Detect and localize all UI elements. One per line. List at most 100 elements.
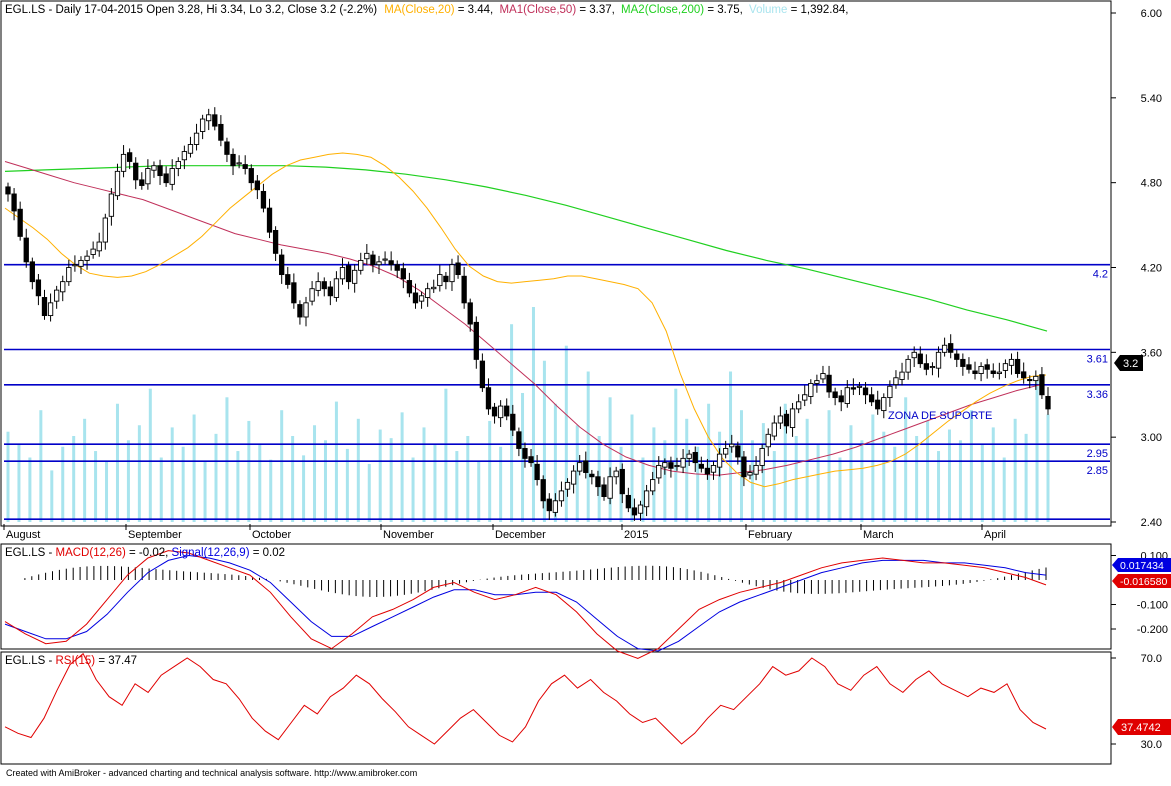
candle-body-down bbox=[126, 152, 133, 162]
volume-bar bbox=[1002, 457, 1006, 522]
candle-body-down bbox=[1045, 395, 1051, 410]
volume-value: = 1,392.84, bbox=[787, 4, 848, 16]
rsi-badge: 37.4742 bbox=[1112, 719, 1171, 735]
candle-body-up bbox=[418, 295, 425, 302]
candle bbox=[522, 442, 528, 468]
candle-body-up bbox=[78, 259, 84, 267]
candle-body-up bbox=[66, 267, 72, 283]
candle-body-down bbox=[297, 304, 303, 318]
candle bbox=[570, 465, 577, 494]
volume-bar bbox=[28, 457, 32, 522]
candle bbox=[17, 201, 23, 241]
candle-body-down bbox=[735, 445, 741, 458]
candle bbox=[826, 365, 832, 398]
candle bbox=[637, 500, 644, 521]
candle-body-down bbox=[272, 230, 279, 254]
candle-body-up bbox=[814, 380, 820, 384]
candle bbox=[698, 456, 704, 473]
candle bbox=[120, 145, 127, 178]
volume-bar bbox=[477, 461, 481, 522]
candle bbox=[230, 148, 236, 176]
candle bbox=[467, 298, 473, 332]
support-line-label: 3.36 bbox=[1087, 389, 1108, 401]
candle bbox=[224, 137, 230, 163]
candle-body-up bbox=[364, 252, 370, 260]
candle bbox=[242, 155, 248, 175]
candle-body-up bbox=[437, 274, 443, 287]
candle bbox=[126, 148, 133, 170]
candle-body-down bbox=[388, 260, 394, 266]
candle-body-up bbox=[151, 165, 157, 171]
candle bbox=[619, 463, 625, 504]
candle-body-up bbox=[175, 161, 181, 169]
signal-line bbox=[4, 554, 1047, 652]
candle-body-up bbox=[199, 118, 206, 132]
ma50-line bbox=[4, 161, 1041, 476]
candle-body-down bbox=[984, 364, 990, 370]
candle bbox=[510, 404, 516, 437]
candle bbox=[254, 175, 261, 200]
candle bbox=[850, 378, 857, 396]
candle bbox=[844, 380, 850, 408]
candle-body-down bbox=[467, 302, 473, 325]
candle bbox=[260, 183, 267, 213]
rsi-series: 70.0 30.0 bbox=[4, 652, 1162, 751]
volume-bar bbox=[575, 425, 579, 522]
price-tick-label: 6.00 bbox=[1141, 8, 1162, 20]
candle bbox=[875, 390, 881, 415]
volume-bar bbox=[816, 444, 820, 522]
volume-bar bbox=[214, 433, 218, 522]
candle-body-up bbox=[193, 132, 200, 145]
candle bbox=[589, 469, 595, 485]
candle bbox=[358, 252, 364, 275]
candle bbox=[303, 296, 309, 327]
volume-bar bbox=[838, 457, 842, 522]
volume-bar bbox=[115, 403, 119, 522]
candle bbox=[412, 283, 419, 309]
candle-body-up bbox=[613, 470, 619, 478]
rsi-badge-text: 37.4742 bbox=[1121, 722, 1161, 734]
zone-de-suporte-label: ZONA DE SUPORTE bbox=[888, 410, 992, 422]
candle bbox=[674, 457, 680, 471]
candle-body-down bbox=[157, 165, 163, 177]
candle-body-up bbox=[114, 170, 121, 197]
volume-bar bbox=[761, 423, 765, 522]
last-price-badge: 3.2 bbox=[1114, 355, 1143, 371]
candle bbox=[516, 427, 522, 457]
candle-body-up bbox=[935, 351, 942, 369]
candle-body-up bbox=[431, 286, 437, 290]
candle bbox=[199, 114, 206, 140]
candle-body-down bbox=[826, 374, 832, 393]
candle bbox=[668, 456, 674, 478]
candle bbox=[650, 471, 656, 496]
candle bbox=[954, 349, 960, 368]
candle-body-up bbox=[47, 302, 54, 317]
candle-body-up bbox=[577, 462, 583, 472]
candle bbox=[546, 493, 552, 521]
candle-body-up bbox=[236, 162, 242, 165]
candle-body-down bbox=[546, 498, 552, 512]
candle bbox=[102, 213, 108, 250]
candle-body-down bbox=[838, 395, 844, 403]
candle-body-down bbox=[534, 463, 540, 481]
candle bbox=[662, 458, 668, 475]
candle-body-down bbox=[485, 387, 492, 410]
candle bbox=[838, 389, 844, 412]
candle-body-down bbox=[242, 164, 248, 169]
candle-body-up bbox=[564, 481, 571, 490]
volume-bar bbox=[313, 425, 317, 522]
candle bbox=[783, 410, 790, 434]
candle bbox=[479, 353, 486, 392]
candle bbox=[114, 163, 121, 200]
candle-body-down bbox=[631, 507, 638, 516]
ma20-value: = 3.44, bbox=[455, 4, 494, 16]
candle-body-down bbox=[832, 391, 838, 399]
candle-body-down bbox=[923, 363, 930, 370]
candle bbox=[966, 357, 972, 374]
candle-body-up bbox=[911, 351, 917, 359]
candle bbox=[564, 478, 571, 497]
candle bbox=[139, 172, 145, 190]
candle-body-down bbox=[11, 193, 17, 212]
